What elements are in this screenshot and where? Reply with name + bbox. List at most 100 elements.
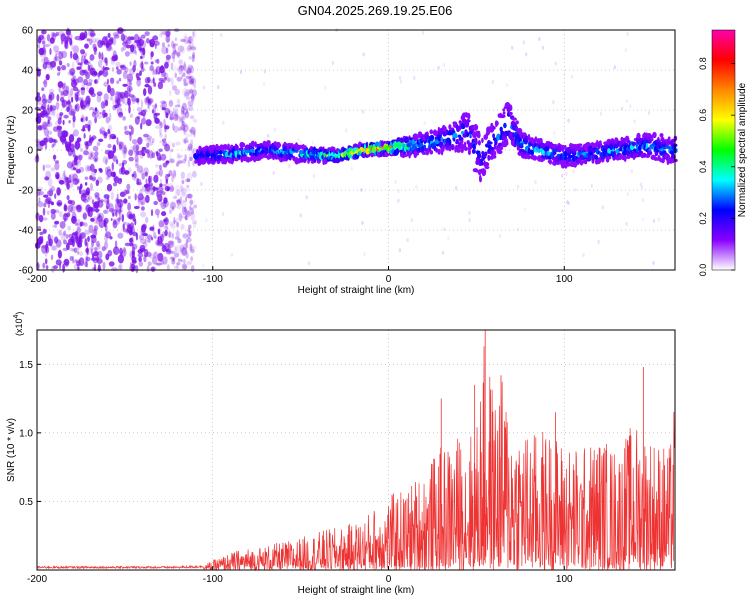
noise-speckle <box>94 79 97 84</box>
noise-speckle <box>186 107 189 114</box>
noise-speckle <box>124 51 130 57</box>
noise-speckle <box>89 134 92 143</box>
noise-speckle <box>88 209 93 218</box>
noise-speckle <box>80 221 84 227</box>
noise-speckle <box>81 189 87 198</box>
noise-speckle <box>79 251 84 256</box>
noise-speckle <box>181 247 188 257</box>
noise-speckle <box>48 94 53 100</box>
noise-speckle <box>87 206 94 212</box>
signal-cell <box>566 146 571 154</box>
noise-speckle <box>180 112 187 119</box>
noise-speckle <box>189 205 192 211</box>
noise-speckle <box>415 185 418 189</box>
signal-cell <box>335 157 340 164</box>
noise-speckle <box>125 44 132 49</box>
signal-cell <box>440 149 444 156</box>
noise-speckle <box>56 199 63 207</box>
noise-speckle <box>104 241 108 250</box>
noise-speckle <box>85 71 90 80</box>
noise-speckle <box>186 237 192 243</box>
noise-speckle <box>47 98 52 104</box>
noise-speckle <box>41 29 45 37</box>
noise-speckle <box>172 85 177 91</box>
noise-speckle <box>307 261 311 266</box>
noise-speckle <box>116 159 119 165</box>
noise-speckle <box>202 263 205 268</box>
noise-speckle <box>182 124 189 133</box>
signal-cell <box>423 144 427 150</box>
signal-cell <box>479 174 482 181</box>
noise-speckle <box>157 236 160 243</box>
noise-speckle <box>113 171 116 178</box>
noise-speckle <box>72 129 79 137</box>
noise-speckle <box>181 201 187 209</box>
noise-speckle <box>122 45 126 51</box>
noise-speckle <box>599 111 603 116</box>
noise-speckle <box>70 77 76 82</box>
noise-speckle <box>42 121 48 130</box>
noise-speckle <box>129 213 133 220</box>
noise-speckle <box>110 56 117 62</box>
noise-speckle <box>187 66 192 75</box>
noise-speckle <box>114 240 118 250</box>
noise-speckle <box>55 259 62 266</box>
signal-cell <box>502 108 506 112</box>
noise-speckle <box>652 219 656 223</box>
noise-speckle <box>145 137 152 142</box>
noise-speckle <box>590 184 593 188</box>
noise-speckle <box>163 197 168 204</box>
spectrogram-y-axis-label: Frequency (Hz) <box>6 116 17 185</box>
noise-speckle <box>151 152 156 159</box>
noise-speckle <box>63 203 67 211</box>
noise-speckle <box>99 111 102 115</box>
noise-speckle <box>74 35 81 41</box>
snr-x-tick-label: 0 <box>386 574 392 585</box>
noise-speckle <box>113 218 116 226</box>
signal-cell <box>481 137 484 144</box>
noise-speckle <box>159 126 162 136</box>
noise-speckle <box>187 44 192 51</box>
noise-speckle <box>129 132 132 142</box>
noise-speckle <box>42 62 48 70</box>
signal-cell <box>467 112 471 120</box>
noise-speckle <box>193 30 197 39</box>
noise-speckle <box>93 155 99 163</box>
noise-speckle <box>92 216 99 224</box>
noise-speckle <box>149 65 154 72</box>
noise-speckle <box>173 217 176 225</box>
noise-speckle <box>37 69 41 77</box>
signal-cell <box>564 151 568 157</box>
noise-speckle <box>170 148 174 153</box>
noise-speckle <box>126 97 130 105</box>
noise-speckle <box>143 88 147 97</box>
noise-speckle <box>162 183 167 187</box>
noise-speckle <box>50 212 56 220</box>
noise-speckle <box>105 231 112 239</box>
noise-speckle <box>140 34 146 39</box>
noise-speckle <box>41 46 47 56</box>
noise-speckle <box>164 125 170 130</box>
noise-speckle <box>563 71 566 76</box>
noise-speckle <box>74 105 78 111</box>
noise-speckle <box>106 183 113 192</box>
signal-cell <box>267 141 271 147</box>
noise-speckle <box>153 251 158 258</box>
signal-cell <box>487 141 493 145</box>
noise-speckle <box>139 152 144 159</box>
noise-speckle <box>88 38 93 45</box>
colorbar-tick-label: 0.4 <box>698 161 708 174</box>
noise-speckle <box>172 45 176 54</box>
noise-speckle <box>437 65 440 70</box>
noise-speckle <box>160 29 163 36</box>
noise-speckle <box>178 127 182 131</box>
noise-speckle <box>87 236 90 242</box>
noise-speckle <box>161 138 167 143</box>
noise-speckle <box>159 133 163 138</box>
signal-cell <box>512 132 515 138</box>
noise-speckle <box>186 209 190 216</box>
noise-speckle <box>190 126 196 135</box>
noise-speckle <box>128 105 131 114</box>
noise-speckle <box>183 140 189 144</box>
noise-speckle <box>128 81 132 86</box>
